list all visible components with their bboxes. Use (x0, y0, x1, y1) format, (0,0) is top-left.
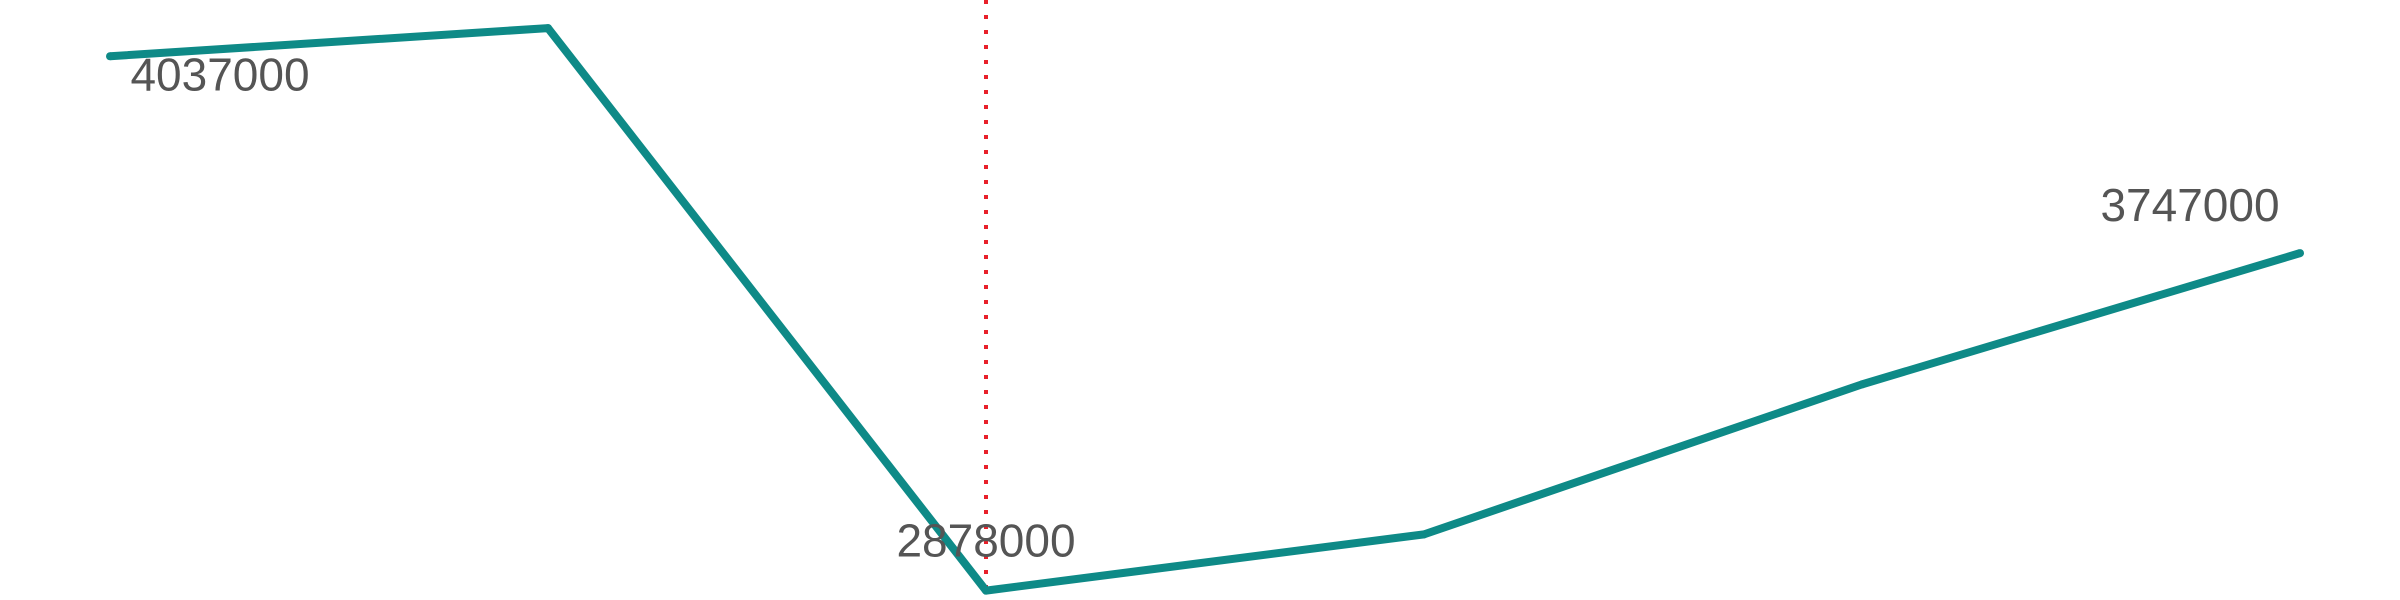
data-point-4 (1858, 380, 1866, 389)
data-point-5 (2296, 249, 2304, 258)
data-point-1 (544, 24, 552, 33)
data-label-2: 2878000 (896, 515, 1075, 567)
data-point-3 (1420, 530, 1428, 539)
data-point-2 (982, 586, 990, 595)
data-point-0 (106, 52, 114, 61)
data-label-5: 3747000 (2100, 179, 2279, 231)
series-line (109, 24, 2302, 595)
data-label-0: 4037000 (130, 48, 309, 100)
